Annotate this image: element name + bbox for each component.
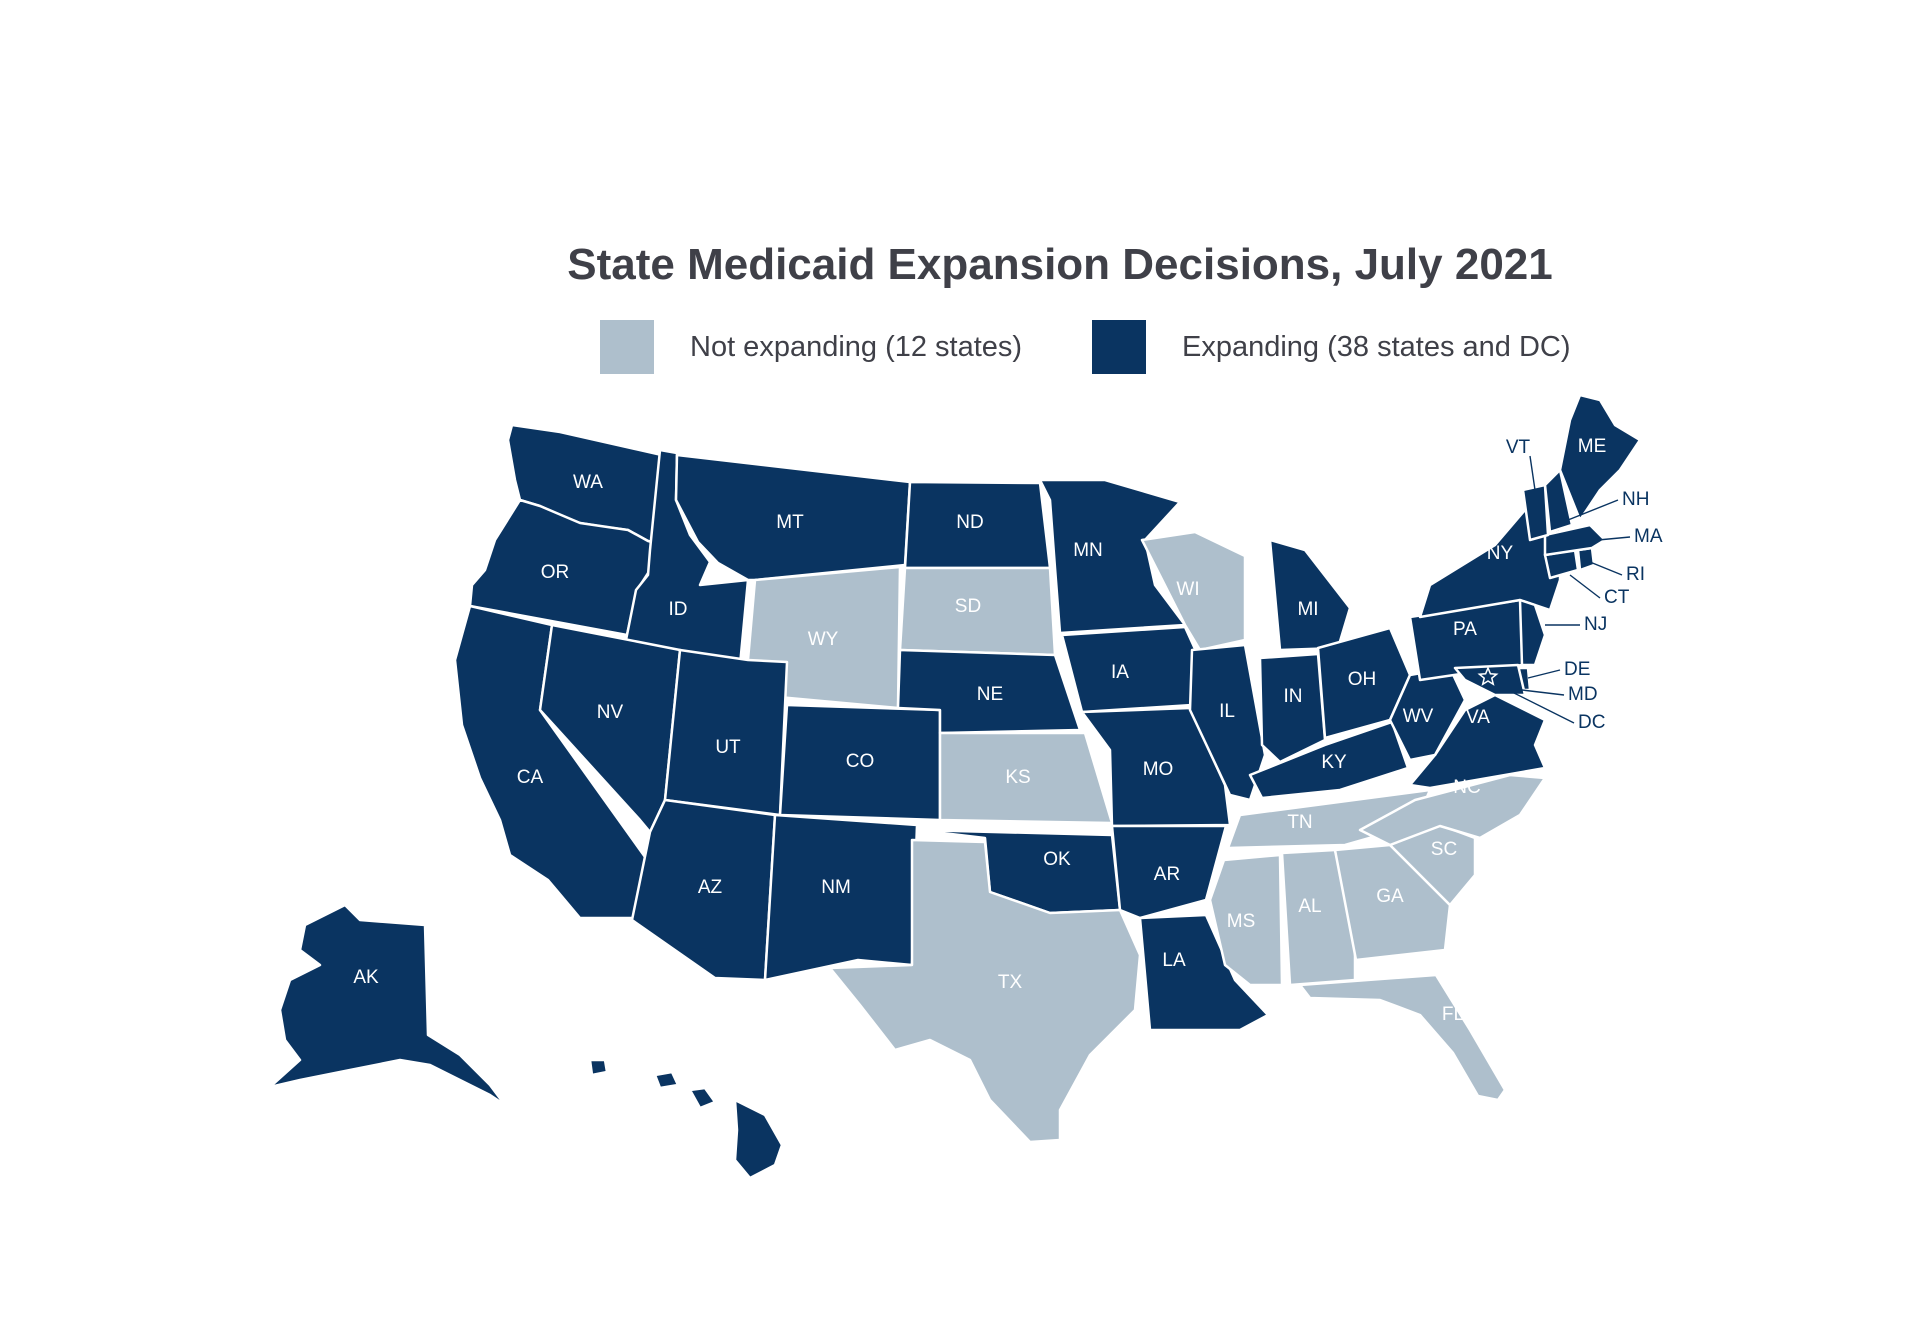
state-label-mi: MI <box>1297 599 1318 620</box>
state-label-ak: AK <box>353 967 379 988</box>
state-nm <box>763 813 919 982</box>
state-label-de: DE <box>1564 659 1590 680</box>
leader-line-md <box>1521 689 1565 696</box>
state-label-nc: NC <box>1453 777 1480 798</box>
state-ky <box>1248 720 1410 800</box>
legend-label-not-expanding: Not expanding (12 states) <box>690 330 1023 363</box>
state-ma <box>1543 523 1607 557</box>
leader-line-ct <box>1569 574 1601 599</box>
state-tx <box>828 838 1142 1144</box>
state-label-va: VA <box>1466 707 1490 728</box>
state-vt <box>1521 483 1550 542</box>
state-nj <box>1518 598 1547 667</box>
state-ar <box>1110 824 1228 920</box>
state-ia <box>1060 625 1202 714</box>
state-label-co: CO <box>846 751 875 772</box>
state-label-al: AL <box>1298 896 1321 917</box>
state-label-az: AZ <box>698 877 723 898</box>
state-nc <box>1358 773 1547 847</box>
state-label-id: ID <box>669 599 688 620</box>
state-label-ky: KY <box>1321 752 1347 773</box>
state-label-sd: SD <box>955 596 981 617</box>
state-ms <box>1208 853 1284 987</box>
state-fl <box>1298 973 1507 1102</box>
state-label-mo: MO <box>1143 759 1174 780</box>
state-ga <box>1333 843 1452 962</box>
state-label-ut: UT <box>715 737 741 758</box>
state-label-il: IL <box>1219 701 1235 722</box>
legend-swatch-expanding <box>1092 320 1146 374</box>
state-va <box>1408 693 1547 790</box>
leader-line-vt <box>1529 455 1536 491</box>
state-label-ct: CT <box>1604 587 1630 608</box>
state-label-ga: GA <box>1376 886 1404 907</box>
state-label-ny: NY <box>1487 543 1514 564</box>
state-label-dc: DC <box>1578 712 1605 733</box>
state-label-wi: WI <box>1176 579 1199 600</box>
labels-layer: WA OR CA ID NV MT WY UT AZ CO NM ND SD NE KS OK TX MN IA MO… <box>353 436 1663 1147</box>
state-label-mn: MN <box>1073 540 1103 561</box>
states-layer <box>268 393 1642 1180</box>
state-label-ar: AR <box>1154 864 1180 885</box>
state-label-wy: WY <box>808 629 839 650</box>
state-label-vt: VT <box>1506 437 1531 458</box>
state-label-nv: NV <box>597 702 624 723</box>
state-label-fl: FL <box>1442 1004 1464 1025</box>
legend-item-expanding: Expanding (38 states and DC) <box>1092 320 1571 374</box>
dc-star-icon <box>1477 666 1499 686</box>
state-hi <box>588 1058 784 1180</box>
state-label-ma: MA <box>1634 526 1663 547</box>
state-in <box>1258 652 1327 764</box>
state-label-ia: IA <box>1111 662 1129 683</box>
state-label-tx: TX <box>998 972 1023 993</box>
legend-label-expanding: Expanding (38 states and DC) <box>1182 330 1571 363</box>
legend-item-not-expanding: Not expanding (12 states) <box>600 320 1022 374</box>
state-wv <box>1388 666 1467 762</box>
state-mi <box>1268 538 1352 652</box>
state-label-wv: WV <box>1403 706 1434 727</box>
state-label-tn: TN <box>1287 812 1312 833</box>
state-label-or: OR <box>541 562 570 583</box>
state-label-ms: MS <box>1227 911 1256 932</box>
legend: Not expanding (12 states) Expanding (38 … <box>0 320 1920 380</box>
state-label-nj: NJ <box>1584 614 1607 635</box>
state-label-nh: NH <box>1622 489 1649 510</box>
state-label-pa: PA <box>1453 619 1477 640</box>
leader-line-de <box>1527 669 1561 679</box>
state-ut <box>663 648 789 817</box>
legend-swatch-not-expanding <box>600 320 654 374</box>
state-label-hi: HI <box>671 1126 690 1147</box>
state-label-ks: KS <box>1005 767 1030 788</box>
state-label-in: IN <box>1284 686 1303 707</box>
state-ri <box>1576 546 1596 572</box>
state-label-wa: WA <box>573 472 603 493</box>
state-nh <box>1543 468 1574 534</box>
state-label-mt: MT <box>776 512 804 533</box>
state-wi <box>1140 530 1247 652</box>
state-mn <box>1038 478 1187 635</box>
leader-line-dc <box>1487 679 1575 724</box>
state-label-la: LA <box>1162 950 1186 971</box>
state-label-ne: NE <box>977 684 1003 705</box>
state-label-nm: NM <box>821 877 851 898</box>
state-label-ri: RI <box>1626 564 1645 585</box>
state-label-ca: CA <box>517 767 544 788</box>
state-label-md: MD <box>1568 684 1598 705</box>
leader-line-ri <box>1589 561 1623 576</box>
state-ak <box>268 903 507 1107</box>
state-label-me: ME <box>1578 436 1607 457</box>
state-me <box>1558 393 1642 522</box>
leader-line-nh <box>1567 499 1619 521</box>
state-label-oh: OH <box>1348 669 1377 690</box>
state-la <box>1138 913 1270 1032</box>
state-label-sc: SC <box>1431 839 1457 860</box>
map-title: State Medicaid Expansion Decisions, July… <box>567 240 1553 289</box>
state-label-nd: ND <box>956 512 983 533</box>
state-label-ok: OK <box>1043 849 1071 870</box>
leader-line-ma <box>1597 536 1631 541</box>
state-il <box>1188 643 1267 802</box>
